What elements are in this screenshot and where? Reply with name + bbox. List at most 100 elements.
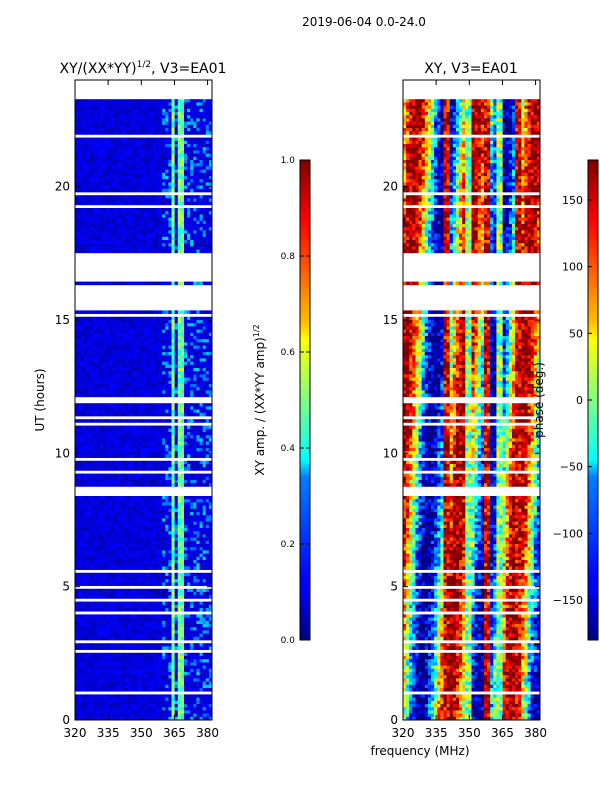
heatmap-cell (137, 518, 141, 522)
heatmap-cell (143, 172, 147, 177)
heatmap-cell (165, 476, 169, 481)
heatmap-cell (152, 451, 157, 455)
heatmap-cell (171, 438, 175, 442)
heatmap-cell (174, 515, 179, 519)
heatmap-cell (96, 332, 101, 337)
heatmap-cell (143, 185, 147, 190)
heatmap-cell (134, 195, 138, 199)
heatmap-cell (180, 480, 185, 484)
heatmap-cell (152, 220, 157, 225)
heatmap-cell (180, 185, 185, 190)
heatmap-cell (168, 480, 172, 484)
heatmap-cell (171, 544, 175, 548)
heatmap-cell (168, 227, 172, 231)
heatmap-cell (196, 336, 200, 340)
heatmap-cell (131, 537, 135, 542)
heatmap-cell (149, 240, 154, 244)
heatmap-cell (134, 140, 138, 145)
heatmap-cell (140, 425, 144, 430)
heatmap-cell (199, 160, 204, 164)
heatmap-cell (84, 505, 88, 510)
heatmap-cell (168, 361, 172, 366)
heatmap-cell (134, 233, 138, 238)
heatmap-cell (180, 499, 185, 503)
heatmap-cell (124, 195, 129, 199)
heatmap-cell (134, 243, 138, 247)
heatmap-cell (140, 182, 144, 186)
heatmap-cell (115, 524, 119, 529)
heatmap-cell (205, 438, 210, 442)
heatmap-cell (109, 112, 113, 116)
heatmap-cell (174, 348, 179, 353)
heatmap-cell (84, 153, 88, 158)
heatmap-cell (149, 320, 154, 324)
heatmap-cell (174, 499, 179, 503)
heatmap-cell (193, 102, 197, 106)
heatmap-cell (177, 460, 182, 465)
heatmap-cell (75, 544, 79, 548)
heatmap-cell (196, 342, 200, 346)
heatmap-cell (87, 412, 91, 417)
heatmap-cell (174, 483, 179, 487)
heatmap-cell (208, 409, 213, 414)
heatmap-cell (180, 512, 185, 516)
heatmap-cell (171, 377, 175, 382)
heatmap-cell (127, 464, 132, 468)
heatmap-cell (134, 150, 138, 154)
heatmap-cell (187, 150, 191, 154)
heatmap-cell (134, 211, 138, 215)
heatmap-cell (81, 137, 85, 142)
heatmap-cell (118, 352, 123, 356)
heatmap-cell (109, 460, 113, 465)
heatmap-cell (152, 112, 157, 116)
heatmap-cell (208, 166, 213, 170)
heatmap-cell (177, 393, 182, 398)
heatmap-cell (202, 553, 207, 558)
heatmap-cell (183, 169, 188, 174)
heatmap-cell (75, 508, 79, 513)
heatmap-cell (202, 528, 207, 532)
heatmap-cell (99, 409, 104, 414)
heatmap-cell (78, 150, 82, 154)
heatmap-cell (106, 508, 110, 513)
heatmap-cell (127, 169, 132, 174)
heatmap-cell (208, 348, 213, 353)
heatmap-cell (90, 460, 95, 465)
heatmap-cell (193, 480, 197, 484)
heatmap-cell (99, 281, 104, 286)
heatmap-cell (127, 195, 132, 199)
heatmap-cell (75, 534, 79, 538)
heatmap-cell (146, 441, 151, 446)
heatmap-cell (118, 390, 123, 394)
heatmap-cell (159, 460, 163, 465)
heatmap-cell (159, 393, 163, 398)
heatmap-cell (78, 377, 82, 382)
heatmap-cell (152, 435, 157, 439)
heatmap-cell (196, 348, 200, 353)
heatmap-cell (127, 316, 132, 321)
heatmap-cell (131, 195, 135, 199)
heatmap-cell (127, 432, 132, 436)
heatmap-cell (96, 326, 101, 330)
heatmap-cell (149, 198, 154, 202)
heatmap-cell (75, 153, 79, 158)
heatmap-cell (103, 172, 107, 177)
heatmap-cell (124, 355, 129, 359)
heatmap-cell (143, 320, 147, 324)
heatmap-cell (121, 211, 126, 215)
heatmap-cell (187, 211, 191, 215)
heatmap-cell (90, 320, 95, 324)
heatmap-cell (193, 320, 197, 324)
heatmap-cell (193, 425, 197, 430)
heatmap-cell (202, 227, 207, 231)
heatmap-cell (159, 182, 163, 186)
heatmap-cell (177, 201, 182, 206)
heatmap-cell (121, 140, 126, 145)
heatmap-cell (75, 329, 79, 334)
heatmap-cell (118, 361, 123, 366)
heatmap-cell (159, 105, 163, 110)
heatmap-cell (137, 163, 141, 167)
heatmap-cell (87, 387, 91, 391)
heatmap-cell (109, 438, 113, 442)
heatmap-cell (143, 540, 147, 545)
